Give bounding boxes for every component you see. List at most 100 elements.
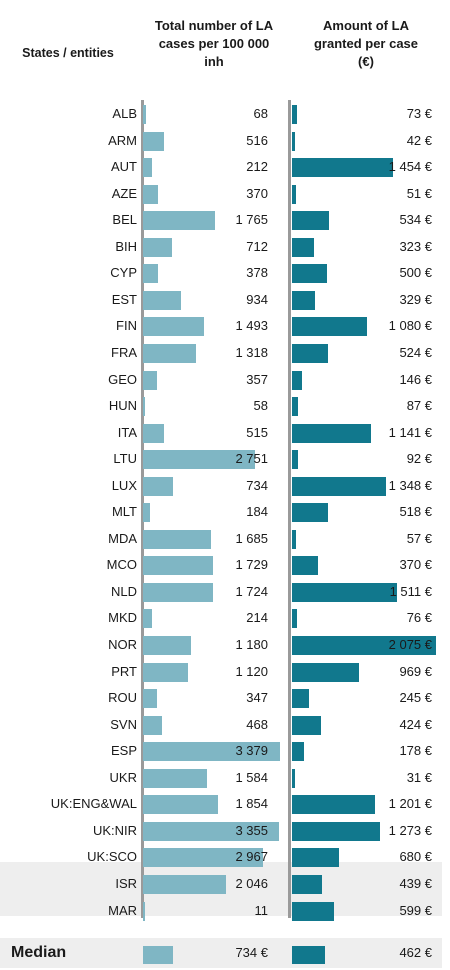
value-la-amount-bih: 323 € (399, 238, 432, 254)
bar-la-cases-bih (143, 237, 172, 257)
category-label-nld: NLD (110, 583, 137, 599)
value-la-cases-mlt: 184 (246, 504, 268, 520)
category-label-uk-sco: UK:SCO (87, 849, 137, 865)
category-label-mar: MAR (108, 902, 137, 918)
value-la-cases-ukr: 1 584 (235, 769, 268, 785)
value-la-cases-geo: 357 (246, 371, 268, 387)
value-la-amount-isr: 439 € (399, 875, 432, 891)
bar-la-amount-uk-nir (292, 821, 381, 841)
value-la-amount-hun: 87 € (406, 398, 432, 414)
bar-la-cases-lux (143, 476, 173, 496)
category-label-esp: ESP (110, 743, 137, 759)
value-la-amount-uk-nir: 1 273 € (388, 822, 432, 838)
bar-la-cases-svn (143, 715, 162, 735)
value-la-amount-alb: 73 € (406, 106, 432, 121)
value-la-cases-uk-nir: 3 355 (235, 822, 268, 838)
value-la-amount-ltu: 92 € (406, 451, 432, 467)
bar-la-amount-mkd (292, 609, 298, 629)
bar-la-amount-uk-eng-wal (292, 795, 376, 815)
value-la-cases-nld: 1 724 (235, 583, 268, 599)
category-label-ukr: UKR (109, 769, 137, 785)
value-la-cases-bih: 712 (246, 238, 268, 254)
bar-la-cases-arm (143, 131, 164, 151)
value-la-cases-aut: 212 (246, 159, 268, 175)
value-la-cases-mda: 1 685 (235, 530, 268, 546)
bar-la-cases-alb (143, 105, 146, 124)
value-la-cases-prt: 1 120 (235, 663, 268, 679)
category-label-fin: FIN (116, 318, 137, 334)
category-label-aze: AZE (111, 185, 137, 201)
bar-la-cases-uk-sco (143, 848, 264, 868)
category-label-prt: PRT (111, 663, 137, 679)
value-la-amount-mda: 57 € (406, 530, 432, 546)
value-la-amount-mco: 370 € (399, 557, 432, 573)
bar-la-amount-mco (292, 556, 318, 576)
bar-la-amount-fra (292, 343, 329, 363)
bar-la-cases-mco (143, 556, 214, 576)
median-value-amount: 462 € (399, 945, 432, 960)
bar-la-cases-mar (143, 901, 145, 921)
value-la-amount-ukr: 31 € (406, 769, 432, 785)
value-la-amount-mar: 599 € (399, 902, 432, 918)
bar-la-cases-ita (143, 423, 164, 443)
value-la-cases-uk-sco: 2 967 (235, 849, 268, 865)
value-la-cases-fin: 1 493 (235, 318, 268, 334)
bar-la-amount-mda (292, 529, 296, 549)
bar-la-amount-arm (292, 131, 295, 151)
median-value-cases: 734 € (235, 945, 268, 960)
category-label-bih: BIH (115, 238, 137, 254)
value-la-amount-aze: 51 € (406, 185, 432, 201)
bar-la-amount-lux (292, 476, 386, 496)
bar-la-cases-mda (143, 529, 212, 549)
value-la-amount-mlt: 518 € (399, 504, 432, 520)
category-label-arm: ARM (108, 132, 137, 148)
category-label-est: EST (111, 291, 137, 307)
value-la-cases-ita: 515 (246, 424, 268, 440)
category-label-cyp: CYP (110, 265, 137, 281)
bar-la-amount-isr (292, 874, 323, 894)
value-la-amount-fin: 1 080 € (388, 318, 432, 334)
header-la-amount-line1: Amount of LA (323, 18, 409, 33)
value-la-amount-rou: 245 € (399, 690, 432, 706)
bar-la-cases-ukr (143, 768, 208, 788)
column-separator-cases (141, 100, 144, 918)
category-label-hun: HUN (108, 398, 137, 414)
bar-la-amount-esp (292, 742, 305, 762)
header-la-amount-line2: granted per case (313, 36, 419, 51)
value-la-cases-nor: 1 180 (235, 637, 268, 652)
median-row (0, 938, 442, 968)
header-la-amount-line3: (€) (358, 54, 374, 69)
bar-la-cases-mkd (143, 609, 152, 629)
header-la-cases-line3: inh (204, 54, 224, 69)
bar-la-amount-nor (292, 636, 436, 655)
value-la-amount-prt: 969 € (399, 663, 432, 679)
bar-la-cases-uk-nir (143, 821, 280, 841)
value-la-amount-ita: 1 141 € (388, 424, 432, 440)
bar-la-amount-nld (292, 582, 397, 602)
bar-la-cases-nld (143, 582, 213, 602)
bar-la-cases-geo (143, 370, 158, 390)
bar-la-amount-mar (292, 901, 334, 921)
header-la-cases: Total number of LA cases per 100 000 inh (140, 17, 288, 71)
header-la-cases-line1: Total number of LA (154, 18, 274, 33)
value-la-cases-isr: 2 046 (235, 875, 268, 891)
bar-la-amount-bel (292, 211, 330, 231)
category-label-alb: ALB (112, 106, 137, 121)
category-label-uk-eng-wal: UK:ENG&WAL (50, 796, 137, 812)
value-la-amount-esp: 178 € (399, 743, 432, 759)
bar-la-cases-nor (143, 636, 191, 655)
value-la-amount-nld: 1 511 € (389, 583, 432, 599)
bar-la-amount-aut (292, 158, 393, 178)
bar-la-amount-ukr (292, 768, 295, 788)
bar-la-amount-mlt (292, 503, 328, 523)
bar-la-amount-bih (292, 237, 315, 257)
bar-la-cases-ltu (143, 450, 255, 470)
bar-la-cases-fin (143, 317, 204, 337)
value-la-amount-uk-sco: 680 € (399, 849, 432, 865)
bar-la-cases-isr (143, 874, 226, 894)
bar-la-amount-ita (292, 423, 372, 443)
header-states: States / entities (22, 46, 114, 60)
value-la-cases-aze: 370 (246, 185, 268, 201)
category-label-ltu: LTU (113, 451, 137, 467)
category-label-fra: FRA (111, 344, 137, 360)
